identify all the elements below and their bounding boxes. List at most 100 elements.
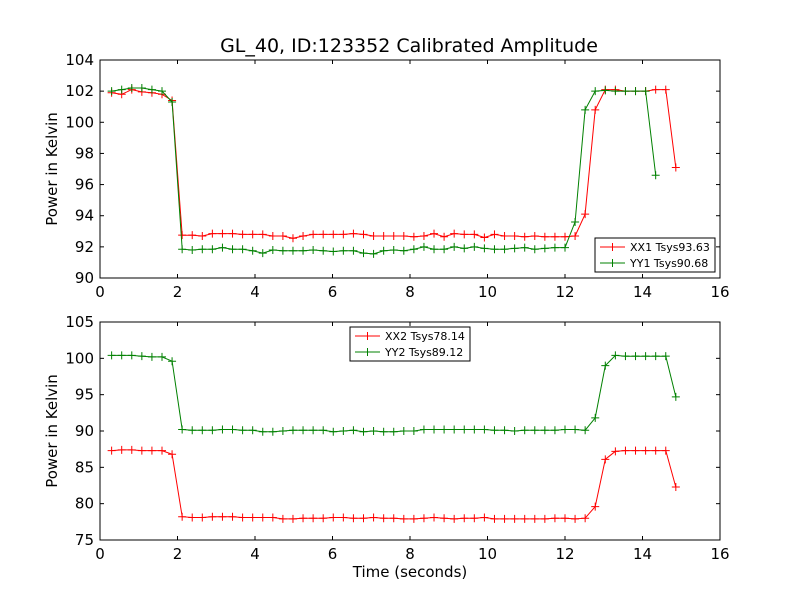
data-point xyxy=(268,427,277,436)
data-point xyxy=(117,445,126,454)
x-tick-label: 0 xyxy=(95,283,105,301)
data-point xyxy=(329,513,338,522)
data-point xyxy=(470,514,479,523)
legend-swatch-marker xyxy=(608,259,617,267)
y-tick-label: 95 xyxy=(75,386,94,404)
data-point xyxy=(379,246,388,255)
x-tick-label: 12 xyxy=(555,545,574,563)
data-point xyxy=(238,513,247,522)
data-point xyxy=(198,426,207,435)
data-point xyxy=(349,229,358,238)
data-point xyxy=(369,513,378,522)
data-point xyxy=(581,514,590,523)
series-1 xyxy=(107,445,680,523)
data-point xyxy=(460,230,469,239)
y-axis-label: Power in Kelvin xyxy=(43,112,61,226)
legend-box xyxy=(349,326,471,362)
data-point xyxy=(440,514,449,523)
data-point xyxy=(409,514,418,523)
data-point xyxy=(651,85,660,94)
x-tick-label: 10 xyxy=(478,545,497,563)
data-point xyxy=(581,210,590,219)
data-point xyxy=(178,512,187,521)
data-point xyxy=(268,231,277,240)
data-point xyxy=(168,98,177,107)
data-point xyxy=(158,446,166,455)
data-point xyxy=(158,352,166,361)
data-point xyxy=(319,246,328,255)
data-point xyxy=(611,447,620,456)
data-point xyxy=(520,243,529,252)
data-point xyxy=(127,84,136,93)
data-point xyxy=(409,427,418,435)
data-point xyxy=(671,482,680,491)
data-point xyxy=(258,513,267,522)
data-point xyxy=(248,230,257,239)
y-tick-label: 104 xyxy=(65,51,94,69)
data-point xyxy=(278,246,287,255)
data-point xyxy=(490,230,499,239)
data-point xyxy=(500,426,509,435)
data-point xyxy=(228,229,237,238)
data-point xyxy=(561,425,569,434)
data-point xyxy=(591,502,600,511)
data-point xyxy=(339,230,348,239)
x-tick-label: 4 xyxy=(250,283,260,301)
y-tick-label: 90 xyxy=(75,269,94,287)
data-point xyxy=(480,233,489,242)
data-point xyxy=(601,86,610,95)
data-point xyxy=(540,244,549,253)
data-point xyxy=(147,446,156,455)
data-point xyxy=(591,413,600,422)
data-point xyxy=(137,446,146,455)
data-point xyxy=(168,450,177,459)
legend-swatch-marker xyxy=(363,332,372,340)
data-point xyxy=(591,105,600,114)
y-tick-label: 98 xyxy=(75,144,94,162)
data-point xyxy=(470,230,479,239)
data-point xyxy=(631,87,640,96)
data-point xyxy=(389,427,398,436)
data-point xyxy=(571,514,580,523)
data-point xyxy=(319,514,328,523)
x-tick-label: 8 xyxy=(405,545,415,563)
data-point xyxy=(470,425,479,434)
data-point xyxy=(359,249,368,258)
data-point xyxy=(258,249,267,258)
data-point xyxy=(137,352,146,361)
data-point xyxy=(540,514,549,523)
data-point xyxy=(571,217,580,226)
data-point xyxy=(490,245,499,254)
data-point xyxy=(480,244,489,253)
data-point xyxy=(641,446,650,455)
x-tick-label: 4 xyxy=(250,545,260,563)
data-point xyxy=(107,446,116,455)
data-point xyxy=(299,426,308,435)
x-axis-label: Time (seconds) xyxy=(352,563,468,581)
data-point xyxy=(591,87,600,96)
data-point xyxy=(178,231,187,240)
data-point xyxy=(671,163,680,172)
data-point xyxy=(611,351,620,360)
data-point xyxy=(107,87,116,96)
data-point xyxy=(450,514,459,523)
legend-swatch-marker xyxy=(363,348,372,356)
x-tick-label: 12 xyxy=(555,283,574,301)
data-point xyxy=(530,231,539,240)
data-point xyxy=(490,514,499,523)
data-point xyxy=(218,243,227,252)
data-point xyxy=(671,392,680,401)
data-point xyxy=(369,231,378,240)
data-point xyxy=(550,243,559,252)
data-point xyxy=(530,514,539,523)
y-tick-label: 80 xyxy=(75,495,94,513)
data-point xyxy=(127,445,136,454)
x-tick-label: 14 xyxy=(633,283,652,301)
data-point xyxy=(319,230,328,239)
data-point xyxy=(329,427,338,436)
y-tick-label: 102 xyxy=(65,82,94,100)
data-point xyxy=(218,425,227,434)
data-point xyxy=(520,232,529,241)
data-point xyxy=(409,245,418,254)
data-point xyxy=(399,231,408,240)
